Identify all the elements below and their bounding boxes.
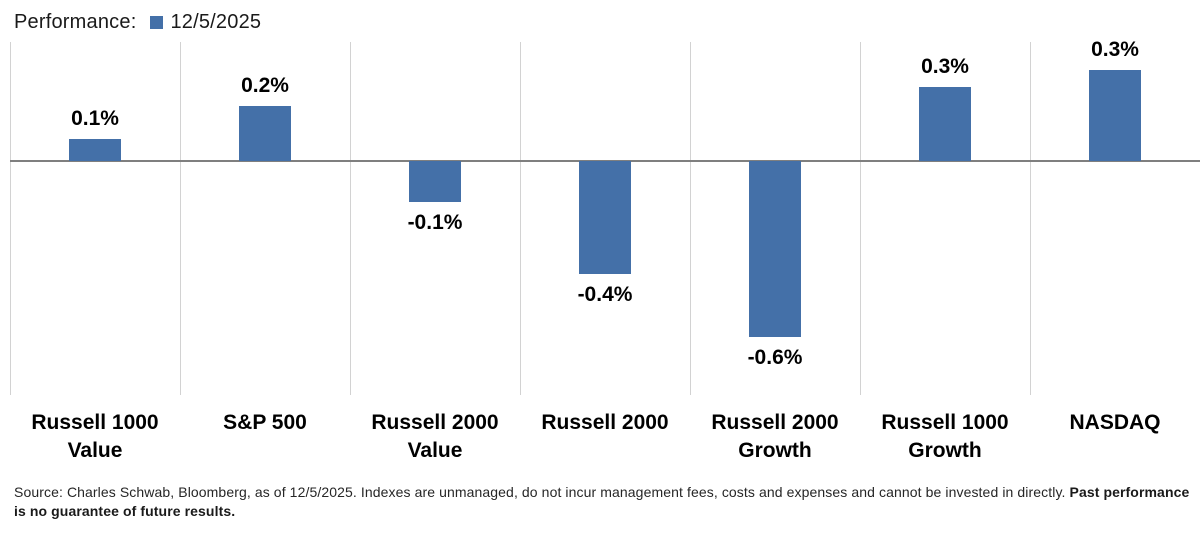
value-label: 0.3% <box>921 55 969 78</box>
gridline-vertical <box>1030 42 1031 395</box>
chart-header: Performance: 12/5/2025 <box>14 9 261 35</box>
gridline-vertical <box>350 42 351 395</box>
value-label: 0.1% <box>71 107 119 130</box>
source-footnote: Source: Charles Schwab, Bloomberg, as of… <box>14 483 1194 521</box>
bar-russell-1000-growth <box>919 87 971 161</box>
value-label: -0.6% <box>747 346 803 369</box>
gridline-vertical <box>690 42 691 395</box>
gridline-vertical <box>180 42 181 395</box>
bar-russell-2000-growth <box>749 161 801 337</box>
bar-russell-2000 <box>579 161 631 274</box>
footnote-disclaimer-bold: Past performance is no guarantee of futu… <box>14 484 1190 519</box>
gridline-vertical <box>10 42 11 395</box>
value-label: 0.2% <box>241 74 289 97</box>
chart-area: 0.1% 0.2% -0.1% -0.4% -0.6% 0.3% 0.3% <box>10 38 1200 395</box>
category-axis: Russell 1000 Value S&P 500 Russell 2000 Va… <box>10 409 1200 471</box>
chart-title: Performance: <box>14 10 137 33</box>
value-label: -0.1% <box>407 211 463 234</box>
category-label: S&P 500 <box>223 411 307 434</box>
bar-russell-1000-value <box>69 139 121 161</box>
gridline-vertical <box>860 42 861 395</box>
category-label: NASDAQ <box>1069 411 1161 434</box>
category-label: Russell 2000 Value <box>371 411 499 462</box>
footnote-text: Source: Charles Schwab, Bloomberg, as of… <box>14 484 1070 500</box>
value-label: -0.4% <box>577 283 633 306</box>
bar-russell-2000-value <box>409 161 461 202</box>
category-label: Russell 2000 Growth <box>711 411 839 462</box>
legend: 12/5/2025 <box>150 11 261 34</box>
category-label: Russell 2000 <box>541 411 669 434</box>
legend-label: 12/5/2025 <box>170 10 262 33</box>
bar-s-p-500 <box>239 106 291 161</box>
value-label: 0.3% <box>1091 38 1139 61</box>
category-label: Russell 1000 Value <box>31 411 159 462</box>
legend-square-icon <box>150 15 164 29</box>
bar-nasdaq <box>1089 70 1141 161</box>
category-label: Russell 1000 Growth <box>881 411 1009 462</box>
gridline-vertical <box>520 42 521 395</box>
